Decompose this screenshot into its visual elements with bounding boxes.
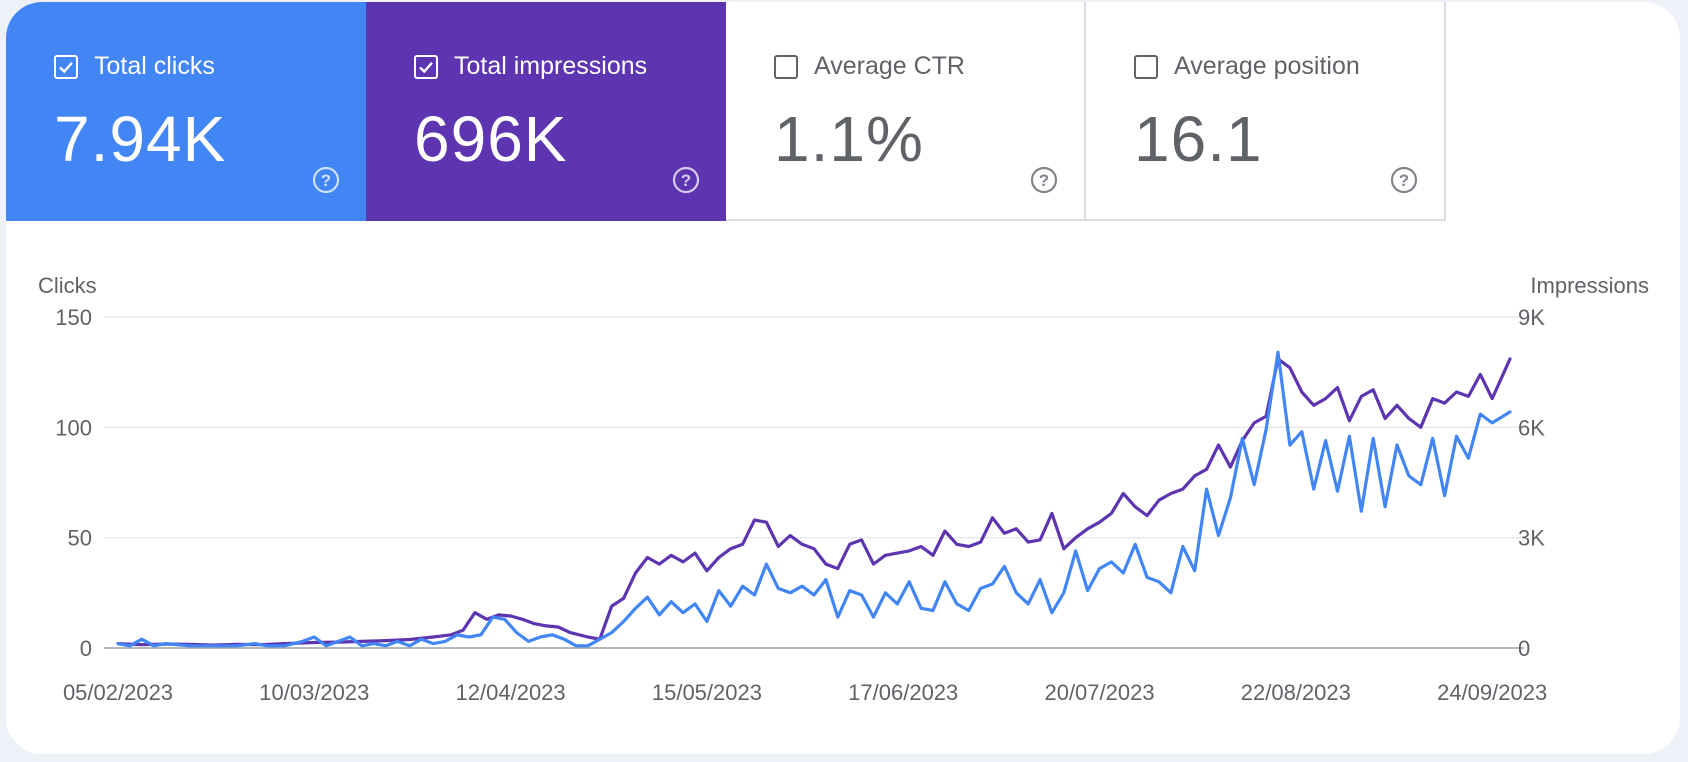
help-icon[interactable]: ?	[1390, 166, 1418, 194]
left-tick-label: 150	[55, 305, 92, 330]
left-tick-label: 50	[68, 526, 92, 551]
tile-value: 7.94K	[54, 103, 227, 175]
tile-average-position[interactable]: Average position 16.1 ?	[1086, 2, 1446, 221]
series-line-clicks	[116, 350, 1512, 648]
series-line-impressions	[116, 357, 1512, 647]
tile-total-impressions[interactable]: Total impressions 696K ?	[366, 2, 726, 221]
right-tick-label: 6K	[1518, 415, 1545, 440]
x-tick-label: 05/02/2023	[63, 680, 173, 705]
left-tick-label: 100	[55, 415, 92, 440]
tile-value: 696K	[414, 103, 568, 175]
x-tick-label: 15/05/2023	[652, 680, 762, 705]
x-tick-label: 22/08/2023	[1241, 680, 1351, 705]
x-tick-label: 20/07/2023	[1044, 680, 1154, 705]
tile-total-clicks[interactable]: Total clicks 7.94K ?	[6, 2, 366, 221]
right-tick-label: 9K	[1518, 305, 1545, 330]
x-tick-label: 24/09/2023	[1437, 680, 1547, 705]
right-tick-label: 3K	[1518, 526, 1545, 551]
checkbox-checked-icon[interactable]	[414, 54, 438, 79]
tile-label: Total clicks	[94, 52, 215, 80]
right-axis-title: Impressions	[1530, 273, 1649, 298]
x-tick-label: 10/03/2023	[259, 680, 369, 705]
svg-text:?: ?	[1039, 171, 1049, 190]
tile-value: 16.1	[1134, 103, 1263, 175]
tile-average-ctr[interactable]: Average CTR 1.1% ?	[726, 2, 1086, 221]
left-tick-label: 0	[80, 636, 92, 661]
performance-card: Total clicks 7.94K ? Total impressions 6…	[6, 2, 1680, 754]
x-tick-label: 17/06/2023	[848, 680, 958, 705]
checkbox-unchecked-icon[interactable]	[1134, 54, 1158, 79]
help-icon[interactable]: ?	[1030, 166, 1058, 194]
svg-text:?: ?	[681, 171, 691, 190]
help-icon[interactable]: ?	[312, 166, 340, 194]
tile-value: 1.1%	[774, 103, 924, 175]
checkbox-unchecked-icon[interactable]	[774, 54, 798, 79]
performance-chart: Clicks Impressions 0 0 50 3K 100 6K 150 9K 05/02…	[38, 273, 1649, 705]
left-axis-title: Clicks	[38, 273, 97, 298]
checkbox-checked-icon[interactable]	[54, 54, 78, 79]
metric-tiles: Total clicks 7.94K ? Total impressions 6…	[6, 2, 1446, 221]
right-tick-label: 0	[1518, 636, 1530, 661]
tile-label: Average position	[1174, 52, 1360, 80]
svg-text:?: ?	[321, 171, 331, 190]
tile-label: Total impressions	[454, 52, 648, 80]
x-tick-label: 12/04/2023	[456, 680, 566, 705]
svg-text:?: ?	[1399, 171, 1409, 190]
tile-label: Average CTR	[814, 52, 965, 80]
help-icon[interactable]: ?	[672, 166, 700, 194]
